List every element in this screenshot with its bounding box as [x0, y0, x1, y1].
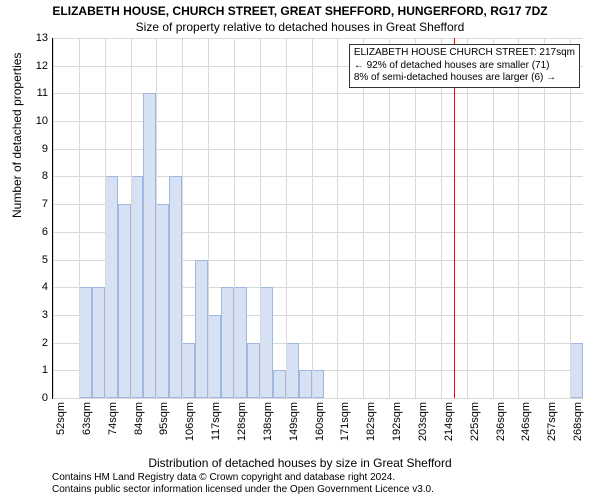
y-axis-label: Number of detached properties — [10, 53, 24, 218]
x-axis-label: Distribution of detached houses by size … — [0, 456, 600, 470]
ytick-label: 12 — [28, 60, 48, 72]
xtick-label: 268sqm — [572, 402, 584, 441]
histogram-bar — [118, 204, 131, 398]
chart-container: ELIZABETH HOUSE, CHURCH STREET, GREAT SH… — [0, 0, 600, 500]
grid-line-v — [286, 38, 287, 398]
ytick-label: 5 — [28, 254, 48, 266]
xtick-label: 74sqm — [107, 402, 119, 435]
histogram-bar — [570, 343, 583, 398]
ytick-label: 10 — [28, 115, 48, 127]
ytick-label: 7 — [28, 198, 48, 210]
histogram-bar — [182, 343, 195, 398]
marker-line — [454, 38, 455, 398]
ytick-label: 2 — [28, 337, 48, 349]
ytick-label: 0 — [28, 392, 48, 404]
xtick-label: 203sqm — [417, 402, 429, 441]
histogram-bar — [299, 370, 312, 398]
xtick-label: 257sqm — [546, 402, 558, 441]
grid-line-v — [131, 38, 132, 398]
grid-line-v — [156, 38, 157, 398]
ytick-label: 13 — [28, 32, 48, 44]
histogram-bar — [79, 287, 92, 398]
xtick-label: 171sqm — [339, 402, 351, 441]
histogram-bar — [208, 315, 221, 398]
ytick-label: 6 — [28, 226, 48, 238]
xtick-label: 192sqm — [391, 402, 403, 441]
annotation-line3: 8% of semi-detached houses are larger (6… — [354, 72, 575, 85]
grid-line-v — [234, 38, 235, 398]
grid-line-v — [389, 38, 390, 398]
ytick-label: 3 — [28, 309, 48, 321]
xtick-label: 214sqm — [443, 402, 455, 441]
histogram-bar — [260, 287, 273, 398]
grid-line-v — [467, 38, 468, 398]
ytick-label: 9 — [28, 143, 48, 155]
grid-line-h — [53, 38, 583, 39]
histogram-bar — [221, 287, 234, 398]
ytick-label: 1 — [28, 364, 48, 376]
grid-line-h — [53, 93, 583, 94]
grid-line-v — [493, 38, 494, 398]
grid-line-h — [53, 121, 583, 122]
annotation-box: ELIZABETH HOUSE CHURCH STREET: 217sqm ← … — [349, 44, 580, 88]
xtick-label: 63sqm — [81, 402, 93, 435]
xtick-label: 52sqm — [55, 402, 67, 435]
grid-line-v — [363, 38, 364, 398]
annotation-line1: ELIZABETH HOUSE CHURCH STREET: 217sqm — [354, 47, 575, 60]
histogram-bar — [92, 287, 105, 398]
grid-line-h — [53, 149, 583, 150]
histogram-bar — [234, 287, 247, 398]
footer-line2: Contains public sector information licen… — [52, 484, 434, 496]
grid-line-v — [79, 38, 80, 398]
histogram-bar — [105, 176, 118, 398]
grid-line-v — [182, 38, 183, 398]
footer-text: Contains HM Land Registry data © Crown c… — [52, 472, 434, 496]
xtick-label: 246sqm — [520, 402, 532, 441]
footer-line1: Contains HM Land Registry data © Crown c… — [52, 472, 434, 484]
grid-line-v — [105, 38, 106, 398]
grid-line-v — [337, 38, 338, 398]
grid-line-v — [570, 38, 571, 398]
grid-line-v — [441, 38, 442, 398]
histogram-bar — [156, 204, 169, 398]
ytick-label: 4 — [28, 281, 48, 293]
ytick-label: 11 — [28, 87, 48, 99]
histogram-bar — [273, 370, 286, 398]
xtick-label: 128sqm — [236, 402, 248, 441]
grid-line-v — [415, 38, 416, 398]
xtick-label: 149sqm — [288, 402, 300, 441]
histogram-bar — [131, 176, 144, 398]
xtick-label: 117sqm — [210, 402, 222, 440]
histogram-bar — [312, 370, 325, 398]
histogram-bar — [169, 176, 182, 398]
ytick-label: 8 — [28, 170, 48, 182]
grid-line-v — [208, 38, 209, 398]
histogram-bar — [195, 260, 208, 398]
xtick-label: 182sqm — [365, 402, 377, 441]
xtick-label: 106sqm — [184, 402, 196, 441]
chart-title-main: ELIZABETH HOUSE, CHURCH STREET, GREAT SH… — [0, 4, 600, 18]
xtick-label: 236sqm — [495, 402, 507, 441]
histogram-bar — [286, 343, 299, 398]
xtick-label: 138sqm — [262, 402, 274, 441]
xtick-label: 225sqm — [469, 402, 481, 441]
grid-line-v — [544, 38, 545, 398]
grid-line-v — [53, 38, 54, 398]
plot-area — [52, 38, 583, 399]
histogram-bar — [143, 93, 156, 398]
xtick-label: 160sqm — [314, 402, 326, 441]
grid-line-v — [518, 38, 519, 398]
annotation-line2: ← 92% of detached houses are smaller (71… — [354, 60, 575, 73]
chart-title-sub: Size of property relative to detached ho… — [0, 20, 600, 34]
grid-line-h — [53, 398, 583, 399]
grid-line-v — [312, 38, 313, 398]
grid-line-v — [260, 38, 261, 398]
xtick-label: 95sqm — [158, 402, 170, 435]
xtick-label: 84sqm — [133, 402, 145, 435]
histogram-bar — [247, 343, 260, 398]
